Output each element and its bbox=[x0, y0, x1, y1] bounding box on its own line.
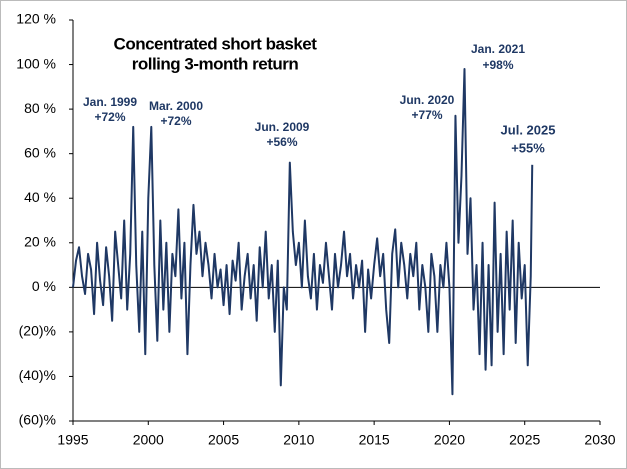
annotation-date: Jun. 2020 bbox=[400, 93, 455, 107]
annotation-date: Jan. 2021 bbox=[471, 42, 525, 56]
x-tick-label: 1995 bbox=[57, 432, 88, 448]
y-tick-label: 40 % bbox=[24, 189, 56, 205]
annotation-value: +55% bbox=[511, 140, 545, 155]
y-tick-label: 100 % bbox=[16, 55, 56, 71]
annotation-value: +72% bbox=[160, 114, 191, 128]
annotation-date: Mar. 2000 bbox=[149, 99, 203, 113]
annotation-date: Jun. 2009 bbox=[255, 120, 310, 134]
x-tick-label: 2025 bbox=[509, 432, 540, 448]
annotation-date: Jan. 1999 bbox=[83, 95, 137, 109]
x-tick-label: 2015 bbox=[359, 432, 390, 448]
y-tick-label: 60 % bbox=[24, 144, 56, 160]
y-tick-label: 120 % bbox=[16, 11, 56, 27]
annotation-value: +98% bbox=[482, 58, 513, 72]
chart-title: Concentrated short basket bbox=[114, 34, 318, 53]
x-tick-label: 2030 bbox=[584, 432, 615, 448]
x-tick-label: 2010 bbox=[283, 432, 314, 448]
annotation-value: +56% bbox=[266, 135, 297, 149]
annotation-date: Jul. 2025 bbox=[501, 122, 556, 137]
x-tick-label: 2020 bbox=[434, 432, 465, 448]
annotation-value: +72% bbox=[94, 110, 125, 124]
x-tick-label: 2000 bbox=[133, 432, 164, 448]
y-tick-label: 20 % bbox=[24, 233, 56, 249]
x-tick-label: 2005 bbox=[208, 432, 239, 448]
y-tick-label: (20)% bbox=[19, 323, 56, 339]
y-tick-label: (60)% bbox=[19, 412, 56, 428]
series-line bbox=[72, 68, 534, 396]
y-tick-label: (40)% bbox=[19, 367, 56, 383]
y-tick-label: 80 % bbox=[24, 100, 56, 116]
chart-title: rolling 3-month return bbox=[132, 54, 299, 73]
y-tick-label: 0 % bbox=[32, 278, 56, 294]
annotation-value: +77% bbox=[411, 108, 442, 122]
